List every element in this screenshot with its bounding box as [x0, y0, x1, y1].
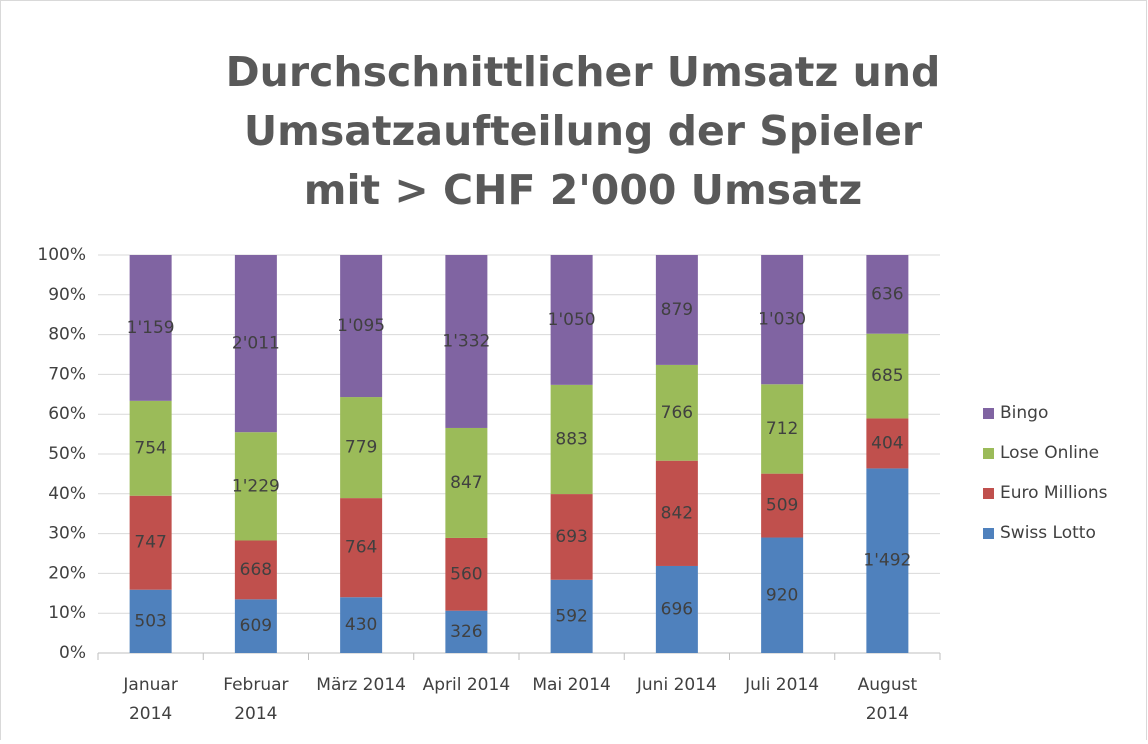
- data-label: 847: [450, 473, 482, 493]
- bar-segment: [550, 579, 593, 653]
- bar-segment: [761, 255, 804, 385]
- x-tick-label: Februar 2014: [223, 675, 288, 724]
- y-tick-label: 40%: [48, 484, 86, 504]
- legend-swatch: [983, 528, 994, 539]
- data-label: 685: [871, 366, 903, 386]
- data-label: 779: [345, 438, 377, 458]
- bar-segment: [234, 540, 277, 600]
- data-label: 503: [134, 611, 166, 631]
- legend-label: Euro Millions: [1000, 483, 1108, 503]
- x-tick-label: April 2014: [423, 675, 511, 695]
- bar-segment: [340, 397, 383, 499]
- bar-segment: [129, 255, 172, 401]
- y-tick-label: 80%: [48, 325, 86, 345]
- x-tick-label: Mai 2014: [532, 675, 610, 695]
- data-label: 1'030: [758, 310, 806, 330]
- bar-segment: [234, 599, 277, 653]
- data-label: 842: [661, 503, 693, 523]
- y-tick-label: 70%: [48, 364, 86, 384]
- data-label: 1'050: [548, 310, 596, 330]
- y-tick-label: 30%: [48, 524, 86, 544]
- bar-segment: [234, 432, 277, 541]
- legend-label: Lose Online: [1000, 443, 1099, 463]
- bar-segment: [655, 460, 698, 566]
- bar-segment: [445, 255, 488, 428]
- legend-label: Swiss Lotto: [1000, 523, 1096, 543]
- y-tick-label: 0%: [59, 643, 86, 663]
- bar-segment: [234, 255, 277, 433]
- bar-segment: [761, 537, 804, 653]
- x-tick-label: März 2014: [316, 675, 406, 695]
- data-label: 592: [555, 606, 587, 626]
- bar-segment: [866, 255, 909, 334]
- bar-segment: [340, 498, 383, 598]
- data-label: 404: [871, 433, 903, 453]
- data-label: 696: [661, 599, 693, 619]
- data-label: 636: [871, 284, 903, 304]
- data-label: 430: [345, 615, 377, 635]
- data-label: 747: [134, 533, 166, 553]
- bar-segment: [445, 537, 488, 611]
- data-label: 326: [450, 622, 482, 642]
- legend-swatch: [983, 488, 994, 499]
- y-tick-label: 50%: [48, 444, 86, 464]
- bar-segment: [655, 565, 698, 653]
- bar-segment: [655, 364, 698, 461]
- data-label: 883: [555, 429, 587, 449]
- data-label: 764: [345, 538, 377, 558]
- data-label: 509: [766, 496, 798, 516]
- x-tick-label: Juni 2014: [636, 675, 717, 695]
- bar-segment: [761, 473, 804, 538]
- bar-segment: [866, 333, 909, 419]
- bar-segment: [340, 597, 383, 653]
- data-label: 712: [766, 419, 798, 439]
- bar-segment: [129, 589, 172, 653]
- legend-label: Bingo: [1000, 403, 1048, 423]
- y-tick-label: 20%: [48, 563, 86, 583]
- data-label: 1'095: [337, 316, 385, 336]
- data-label: 1'159: [127, 318, 175, 338]
- bar-segment: [550, 494, 593, 580]
- y-tick-label: 90%: [48, 285, 86, 305]
- bar-segment: [129, 495, 172, 590]
- bar-segment: [550, 384, 593, 495]
- data-label: 766: [661, 403, 693, 423]
- data-label: 609: [240, 616, 272, 636]
- bar-segment: [655, 255, 698, 365]
- data-label: 693: [555, 527, 587, 547]
- bar-segment: [445, 427, 488, 538]
- bar-segment: [445, 610, 488, 653]
- chart-title: Durchschnittlicher Umsatz und Umsatzaufte…: [226, 48, 941, 214]
- x-tick-label: Juli 2014: [744, 675, 819, 695]
- legend-swatch: [983, 448, 994, 459]
- bar-segment: [550, 255, 593, 385]
- bar-segment: [340, 255, 383, 398]
- y-tick-label: 10%: [48, 603, 86, 623]
- data-label: 560: [450, 564, 482, 584]
- bar-segment: [129, 400, 172, 496]
- x-tick-label: Januar 2014: [122, 675, 177, 724]
- bar-segment: [761, 384, 804, 474]
- data-label: 920: [766, 585, 798, 605]
- data-label: 668: [240, 560, 272, 580]
- data-label: 1'229: [232, 476, 280, 496]
- legend-swatch: [983, 408, 994, 419]
- bar-segment: [866, 418, 909, 469]
- data-label: 754: [134, 438, 166, 458]
- x-tick-label: August 2014: [858, 675, 918, 724]
- bar-segment: [866, 468, 909, 653]
- data-label: 1'492: [863, 551, 911, 571]
- data-label: 1'332: [442, 331, 490, 351]
- data-label: 879: [661, 300, 693, 320]
- y-tick-label: 100%: [37, 245, 86, 265]
- y-tick-label: 60%: [48, 404, 86, 424]
- data-label: 2'011: [232, 334, 280, 354]
